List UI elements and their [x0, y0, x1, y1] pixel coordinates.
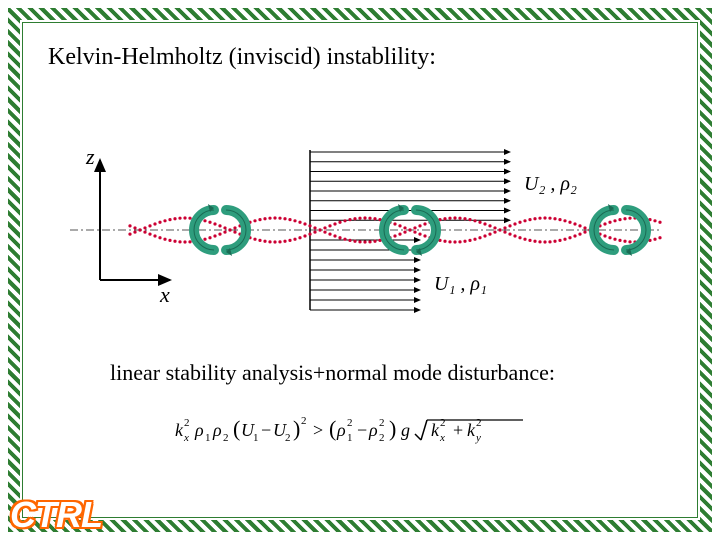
svg-text:2: 2	[285, 432, 291, 444]
svg-text:ρ: ρ	[368, 420, 378, 440]
instability-criterion-formula: kx2ρ1ρ2(U1−U2)2>(ρ12−ρ22)gkx2+ky2	[175, 410, 575, 450]
svg-text:1: 1	[253, 432, 259, 444]
ctrl-logo: CTRL	[10, 494, 102, 536]
svg-text:ρ: ρ	[194, 420, 204, 440]
svg-text:2: 2	[379, 432, 385, 444]
svg-text:): )	[293, 416, 300, 441]
svg-text:x: x	[159, 282, 170, 307]
svg-text:x: x	[439, 432, 445, 444]
svg-text:2: 2	[301, 415, 307, 427]
svg-text:1: 1	[347, 432, 353, 444]
svg-text:k: k	[467, 420, 476, 440]
svg-text:x: x	[183, 432, 189, 444]
svg-text:+: +	[453, 420, 463, 440]
svg-text:(: (	[329, 416, 336, 441]
svg-text:2: 2	[347, 417, 353, 429]
svg-text:U₂ , ρ₂: U₂ , ρ₂	[524, 173, 577, 195]
svg-text:(: (	[233, 416, 240, 441]
slide-title: Kelvin-Helmholtz (inviscid) instablility…	[48, 44, 690, 71]
svg-text:2: 2	[184, 417, 190, 429]
svg-text:−: −	[357, 420, 367, 440]
svg-text:k: k	[431, 420, 440, 440]
svg-text:ρ: ρ	[212, 420, 222, 440]
svg-text:y: y	[475, 432, 481, 444]
svg-text:−: −	[261, 420, 271, 440]
svg-text:>: >	[313, 420, 323, 440]
svg-text:g: g	[401, 420, 410, 440]
svg-text:ρ: ρ	[336, 420, 346, 440]
svg-text:2: 2	[223, 432, 229, 444]
svg-text:2: 2	[440, 417, 446, 429]
svg-text:): )	[389, 416, 396, 441]
svg-text:2: 2	[379, 417, 385, 429]
svg-text:1: 1	[205, 432, 211, 444]
svg-text:U₁ , ρ₁: U₁ , ρ₁	[434, 273, 487, 295]
diagram-caption: linear stability analysis+normal mode di…	[110, 360, 555, 386]
slide-content: Kelvin-Helmholtz (inviscid) instablility…	[30, 30, 690, 510]
kh-diagram: z x U₂ , ρ₂ U₁ , ρ₁	[50, 130, 670, 330]
svg-text:2: 2	[476, 417, 482, 429]
svg-text:z: z	[85, 144, 95, 169]
svg-text:k: k	[175, 420, 184, 440]
